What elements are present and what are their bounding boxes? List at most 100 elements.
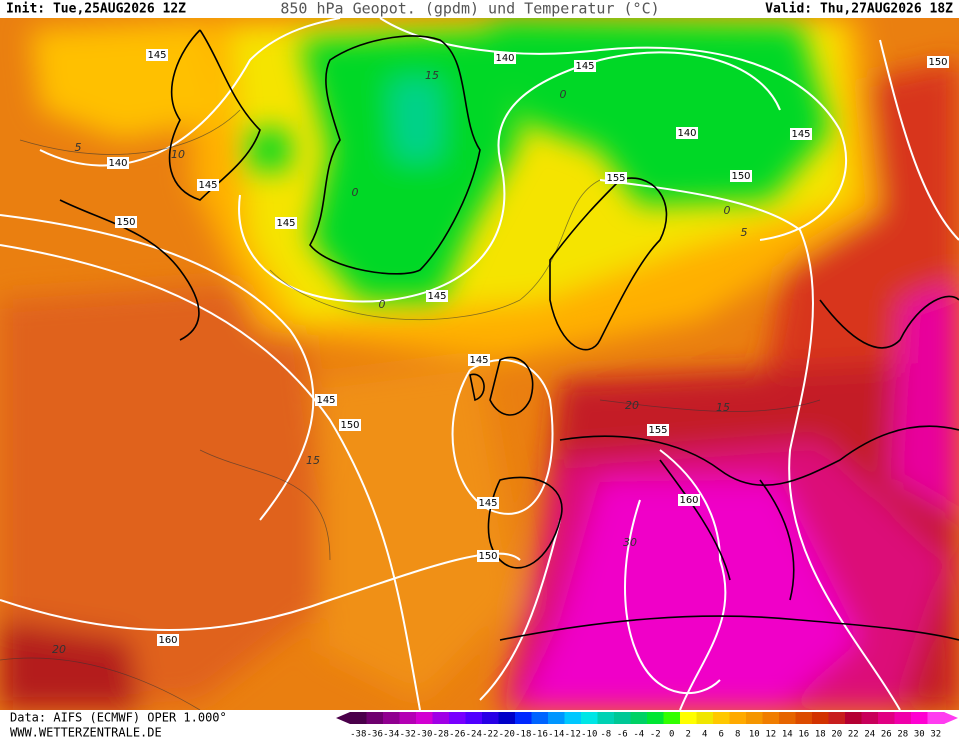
geopotential-label-box — [494, 52, 516, 64]
geopotential-label-box — [678, 494, 700, 506]
scale-swatch — [746, 712, 763, 724]
scale-label: -18 — [515, 730, 531, 740]
scale-label: -20 — [499, 730, 515, 740]
scale-arrow-right — [944, 712, 958, 724]
scale-label: 14 — [782, 730, 793, 740]
scale-label: 32 — [930, 730, 941, 740]
geopotential-label-box — [197, 179, 219, 191]
scale-swatch — [630, 712, 648, 724]
scale-swatch — [894, 712, 912, 724]
scale-swatch — [812, 712, 829, 724]
scale-swatch — [927, 712, 945, 724]
scale-label: 10 — [749, 730, 760, 740]
isotherm-label: 20 — [625, 399, 639, 412]
scale-label: 22 — [848, 730, 859, 740]
geopotential-label-box — [574, 60, 596, 72]
geopotential-label: 150 — [478, 551, 497, 562]
color-scale: -38 -36 -34 -32 -30 -28 -26 -24 -22 -20 -18 -16 -14-… — [336, 712, 958, 740]
geopotential-label: 150 — [116, 217, 135, 228]
scale-label: -28 — [433, 730, 449, 740]
geopotential-label: 145 — [575, 61, 594, 72]
scale-swatch — [779, 712, 796, 724]
geopotential-label: 140 — [495, 53, 514, 64]
scale-label: -22 — [482, 730, 498, 740]
scale-swatch — [878, 712, 895, 724]
contours — [0, 18, 959, 710]
scale-swatch — [432, 712, 450, 724]
scale-swatch — [399, 712, 417, 724]
scale-label: -16 — [532, 730, 548, 740]
scale-label: 4 — [702, 730, 707, 740]
scale-label: -24 — [466, 730, 482, 740]
geopotential-label: 145 — [427, 291, 446, 302]
scale-label: 20 — [831, 730, 842, 740]
scale-label: -36 — [367, 730, 383, 740]
scale-swatch — [614, 712, 631, 724]
geopotential-label-box — [339, 419, 361, 431]
scale-label: 28 — [897, 730, 908, 740]
scale-swatch — [515, 712, 532, 724]
scale-swatch — [416, 712, 433, 724]
scale-swatch — [498, 712, 516, 724]
scale-swatch — [762, 712, 780, 724]
scale-swatch — [366, 712, 384, 724]
scale-label: -12 — [565, 730, 581, 740]
scale-label: 6 — [719, 730, 724, 740]
geopotential-label: 145 — [147, 50, 166, 61]
header-bar — [0, 0, 959, 18]
scale-label: 18 — [815, 730, 826, 740]
scale-label: -2 — [650, 730, 661, 740]
scale-swatch — [795, 712, 813, 724]
geopotential-label: 150 — [928, 57, 947, 68]
geopotential-label: 145 — [198, 180, 217, 191]
scale-swatch — [845, 712, 862, 724]
scale-swatch — [911, 712, 928, 724]
geopotential-label: 145 — [316, 395, 335, 406]
geopotential-label-box — [676, 127, 698, 139]
scale-swatch — [449, 712, 466, 724]
scale-swatch — [729, 712, 747, 724]
geopotential-label-box — [315, 394, 337, 406]
scale-swatch — [647, 712, 664, 724]
geopotential-label: 150 — [731, 171, 750, 182]
scale-label: 12 — [765, 730, 776, 740]
geopotential-label-box — [468, 354, 490, 366]
coastlines — [59, 29, 959, 641]
scale-label: 16 — [798, 730, 809, 740]
data-source: Data: AIFS (ECMWF) OPER 1.000° — [10, 711, 227, 725]
scale-swatch — [663, 712, 681, 724]
isotherm-label: 20 — [52, 643, 66, 656]
isotherm-label: 0 — [724, 204, 731, 217]
scale-swatch — [564, 712, 582, 724]
scale-swatch — [581, 712, 598, 724]
map-field — [0, 18, 959, 710]
scale-swatch — [696, 712, 714, 724]
geopotential-label-box — [790, 128, 812, 140]
scale-label: -34 — [383, 730, 399, 740]
map-title: 850 hPa Geopot. (gpdm) und Temperatur (°… — [280, 0, 659, 18]
geopotential-label-box — [146, 49, 168, 61]
geopotential-label: 150 — [340, 420, 359, 431]
isotherm-label: 15 — [425, 69, 439, 82]
isotherm-label: 0 — [352, 186, 359, 199]
scale-swatch — [828, 712, 846, 724]
geopotential-label-box — [115, 216, 137, 228]
geopotential-label: 155 — [606, 173, 625, 184]
scale-label: -30 — [416, 730, 432, 740]
scale-label: -38 — [350, 730, 366, 740]
geopotential-label-box — [157, 634, 179, 646]
scale-swatch — [861, 712, 879, 724]
geopotential-label: 145 — [478, 498, 497, 509]
geopotential-label: 160 — [158, 635, 177, 646]
geopotential-label: 155 — [648, 425, 667, 436]
geopotential-label: 145 — [276, 218, 295, 229]
scale-swatch — [597, 712, 615, 724]
geopotential-label-box — [107, 157, 129, 169]
geopotential-label: 145 — [791, 129, 810, 140]
geopotential-label-box — [605, 172, 627, 184]
scale-label: -26 — [449, 730, 465, 740]
geopotential-label-box — [426, 290, 448, 302]
geopotential-label-box — [477, 497, 499, 509]
